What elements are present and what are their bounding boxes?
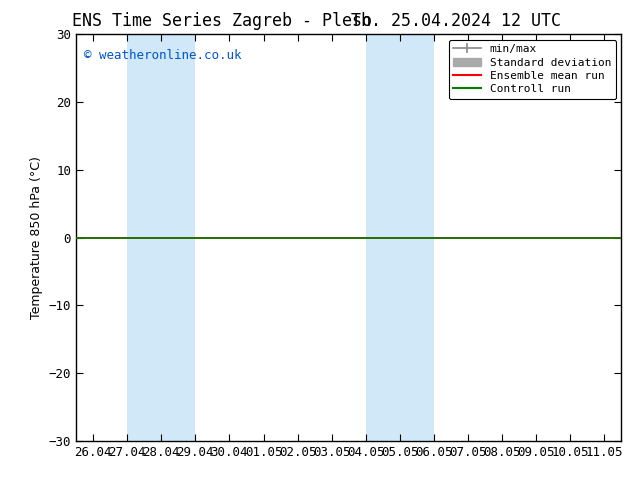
Bar: [366, 34, 434, 441]
Legend: min/max, Standard deviation, Ensemble mean run, Controll run: min/max, Standard deviation, Ensemble me…: [449, 40, 616, 99]
Text: ENS Time Series Zagreb - Pleso: ENS Time Series Zagreb - Pleso: [72, 12, 372, 30]
Bar: [127, 34, 195, 441]
Text: © weatheronline.co.uk: © weatheronline.co.uk: [84, 49, 242, 62]
Text: Th. 25.04.2024 12 UTC: Th. 25.04.2024 12 UTC: [351, 12, 562, 30]
Y-axis label: Temperature 850 hPa (°C): Temperature 850 hPa (°C): [30, 156, 43, 319]
